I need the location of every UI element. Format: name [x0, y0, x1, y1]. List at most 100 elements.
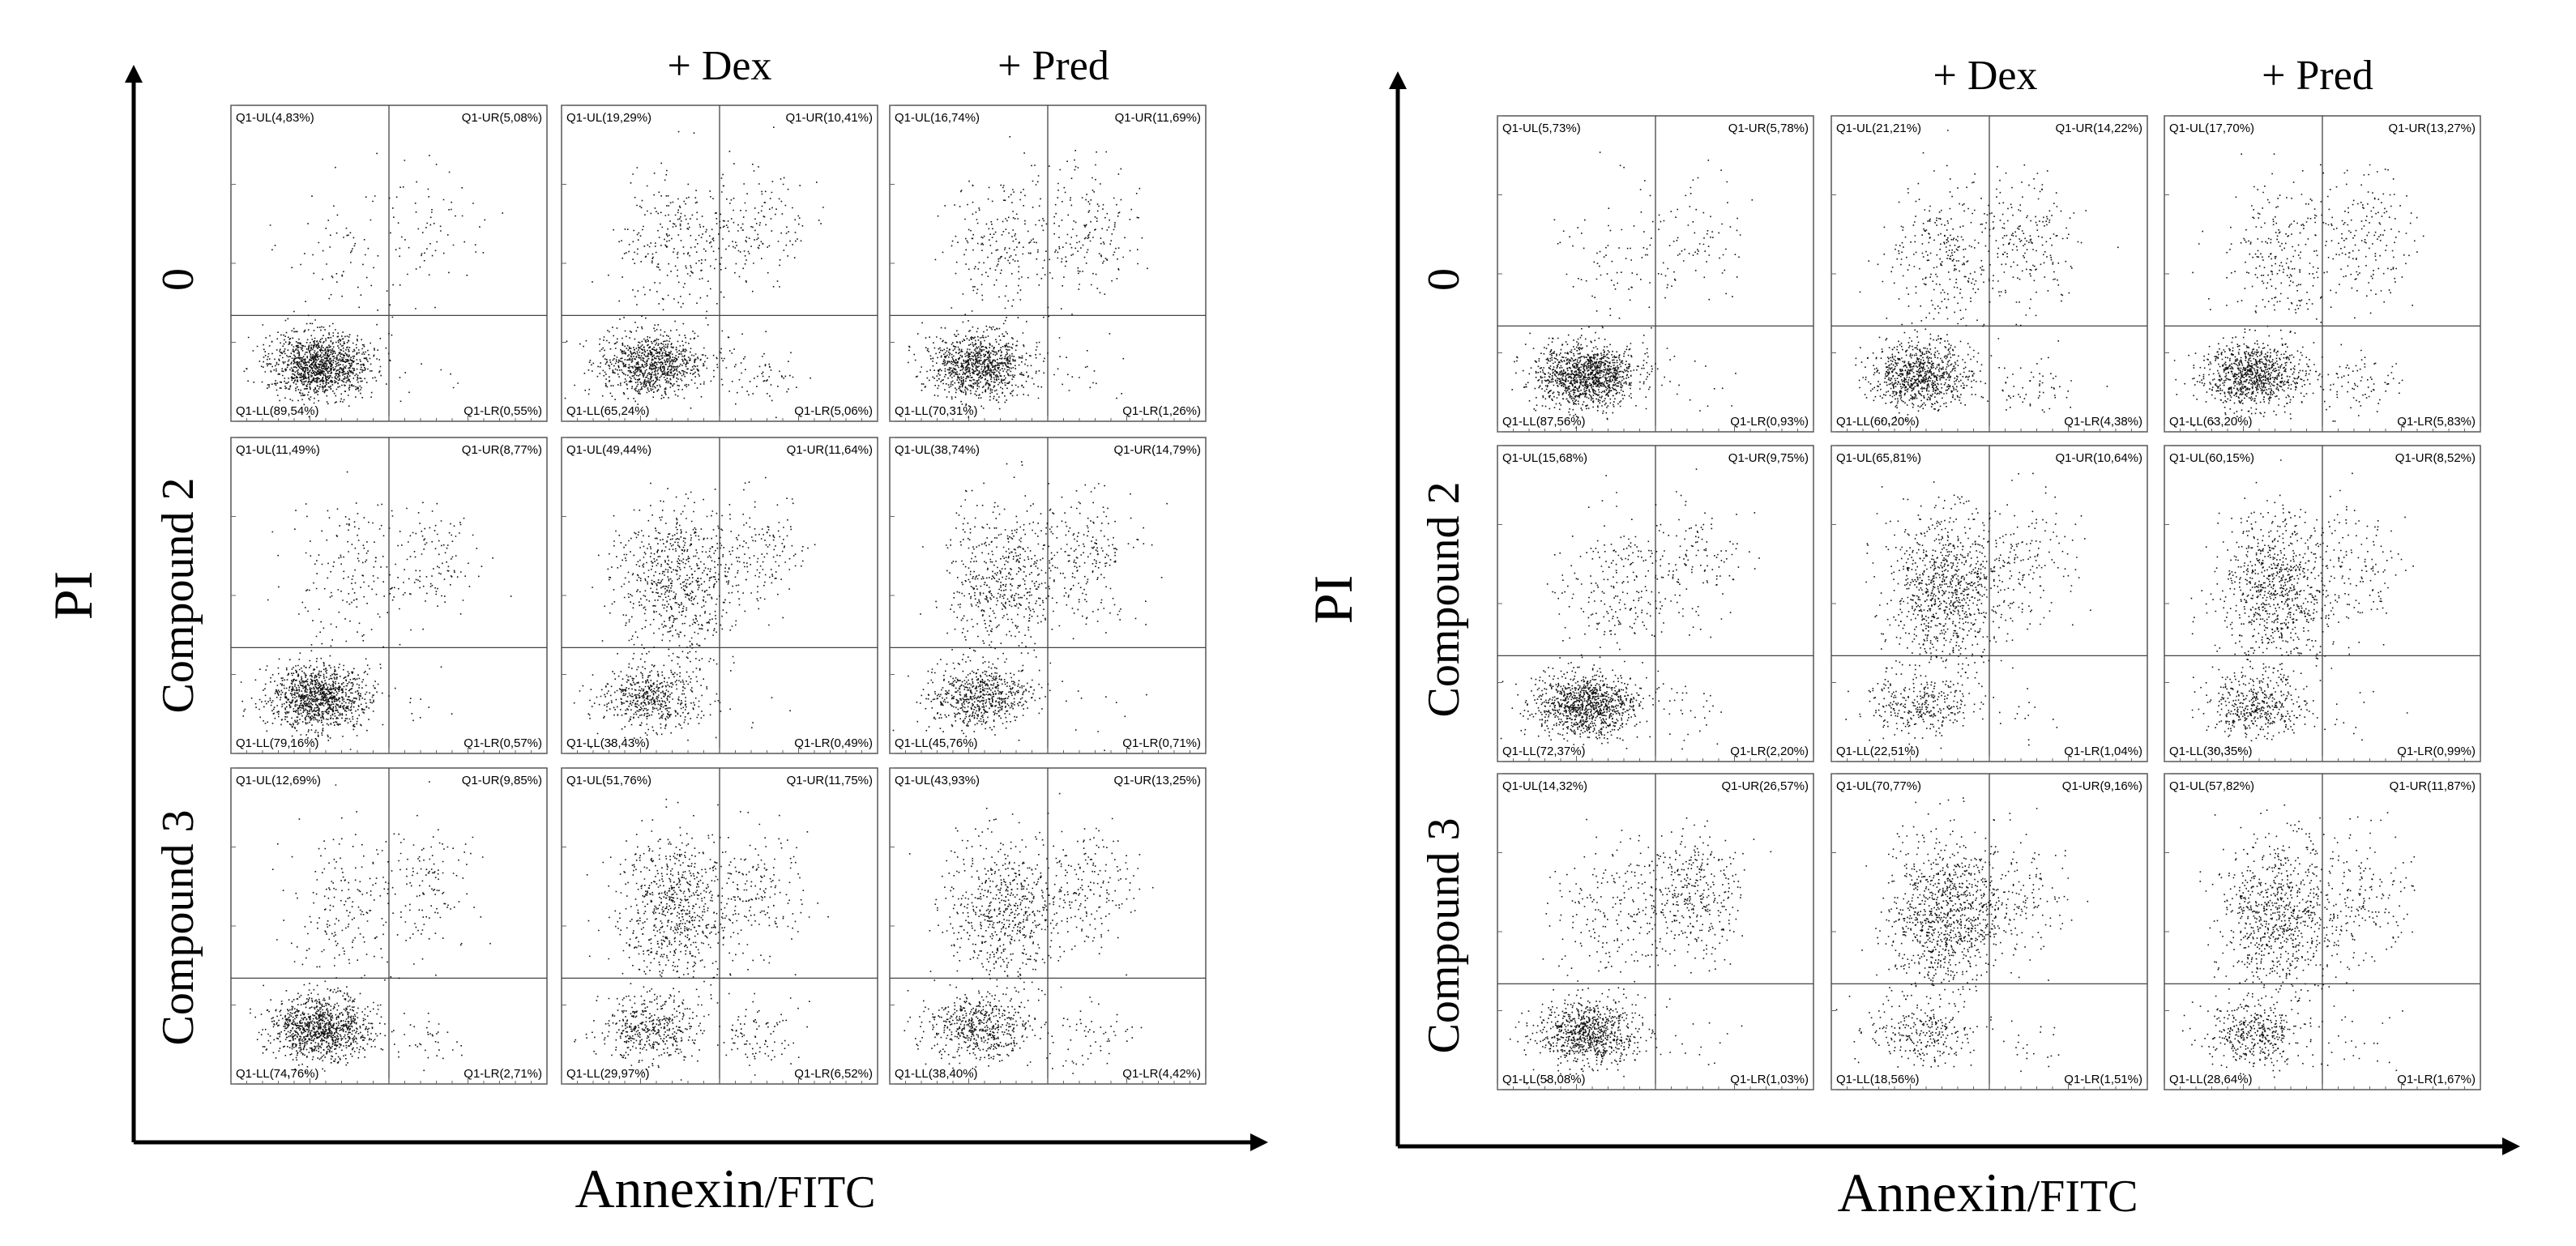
quadrant-label-lr: Q1-LR(1,67%) — [2397, 1073, 2476, 1086]
quadrant-label-lr: Q1-LR(5,06%) — [794, 404, 873, 418]
row-label: Compound 2 — [153, 478, 203, 714]
dot-plot: Q1-UL(70,77%) Q1-UR(9,16%) Q1-LL(18,56%) Q1… — [1831, 773, 2148, 1090]
x-axis-title: Annexin/FITC — [575, 1158, 875, 1219]
quadrant-label-ll: Q1-LL(72,37%) — [1502, 745, 1586, 758]
x-axis-title-main: Annexin — [575, 1158, 764, 1219]
quadrant-label-ur: Q1-UR(14,22%) — [2055, 122, 2142, 135]
scatter-points — [904, 792, 1154, 1074]
quadrant-label-lr: Q1-LR(0,55%) — [464, 404, 542, 418]
dot-plot: Q1-UL(51,76%) Q1-UR(11,75%) Q1-LL(29,97%) Q… — [561, 767, 878, 1085]
column-header: + Pred — [2262, 53, 2373, 99]
row-label: 0 — [153, 268, 203, 291]
quadrant-label-lr: Q1-LR(1,03%) — [1730, 1073, 1809, 1086]
x-axis-arrow-icon — [1250, 1133, 1268, 1151]
quadrant-label-ul: Q1-UL(15,68%) — [1502, 451, 1587, 465]
dot-plot: Q1-UL(43,93%) Q1-UR(13,25%) Q1-LL(38,40%) Q… — [889, 767, 1207, 1085]
quadrant-label-ll: Q1-LL(74,76%) — [236, 1067, 319, 1081]
quadrant-label-lr: Q1-LR(0,49%) — [794, 736, 873, 750]
quadrant-label-ll: Q1-LL(89,54%) — [236, 404, 319, 418]
quadrant-label-ur: Q1-UR(9,16%) — [2062, 779, 2142, 793]
dot-plot: Q1-UL(49,44%) Q1-UR(11,64%) Q1-LL(38,43%) Q… — [561, 437, 878, 754]
quadrant-label-ll: Q1-LL(29,97%) — [566, 1067, 650, 1081]
scatter-points — [908, 136, 1148, 418]
quadrant-label-ul: Q1-UL(70,77%) — [1836, 779, 1921, 793]
y-axis-title: PI — [42, 571, 104, 620]
quadrant-label-ll: Q1-LL(28,64%) — [2169, 1073, 2253, 1086]
dot-plot: Q1-UL(15,68%) Q1-UR(9,75%) Q1-LL(72,37%) Q1… — [1497, 445, 1814, 762]
quadrant-label-ll: Q1-LL(87,56%) — [1502, 415, 1586, 429]
y-axis-arrow-icon — [1389, 71, 1407, 89]
dot-plot: Q1-UL(17,70%) Q1-UR(13,27%) Q1-LL(63,20%) Q… — [2164, 115, 2481, 433]
quadrant-label-ur: Q1-UR(11,75%) — [787, 774, 873, 787]
quadrant-label-lr: Q1-LR(5,83%) — [2397, 415, 2476, 429]
scatter-points — [2173, 153, 2424, 427]
quadrant-label-ul: Q1-UL(5,73%) — [1502, 122, 1581, 135]
quadrant-label-ur: Q1-UR(26,57%) — [1721, 779, 1809, 793]
dot-plot: Q1-UL(4,83%) Q1-UR(5,08%) Q1-LL(89,54%) Q1-… — [230, 105, 548, 422]
quadrant-label-lr: Q1-LR(4,38%) — [2064, 415, 2142, 429]
scatter-points — [564, 126, 824, 419]
quadrant-label-ur: Q1-UR(10,64%) — [2055, 451, 2142, 465]
quadrant-label-lr: Q1-LR(0,93%) — [1730, 415, 1809, 429]
dot-plot: Q1-UL(11,49%) Q1-UR(8,77%) Q1-LL(79,16%) Q1… — [230, 437, 548, 754]
quadrant-label-ll: Q1-LL(70,31%) — [895, 404, 978, 418]
quadrant-label-lr: Q1-LR(0,57%) — [464, 736, 542, 750]
quadrant-label-ll: Q1-LL(63,20%) — [2169, 415, 2253, 429]
quadrant-label-ur: Q1-UR(5,08%) — [462, 111, 542, 125]
quadrant-label-ll: Q1-LL(79,16%) — [236, 736, 319, 750]
quadrant-label-lr: Q1-LR(0,71%) — [1122, 736, 1201, 750]
dot-plot: Q1-UL(5,73%) Q1-UR(5,78%) Q1-LL(87,56%) Q1-… — [1497, 115, 1814, 433]
quadrant-label-lr: Q1-LR(1,51%) — [2064, 1073, 2142, 1086]
quadrant-label-lr: Q1-LR(2,71%) — [464, 1067, 542, 1081]
quadrant-label-ur: Q1-UR(11,87%) — [2390, 779, 2476, 793]
y-axis-title: PI — [1302, 575, 1364, 624]
quadrant-label-ur: Q1-UR(8,77%) — [462, 443, 542, 457]
dot-plot: Q1-UL(57,82%) Q1-UR(11,87%) Q1-LL(28,64%) Q… — [2164, 773, 2481, 1090]
row-label: Compound 3 — [153, 810, 203, 1046]
quadrant-label-ur: Q1-UR(10,41%) — [785, 111, 873, 125]
column-header: + Dex — [1933, 53, 2038, 99]
x-axis-title-main: Annexin — [1837, 1162, 2027, 1223]
quadrant-label-ul: Q1-UL(65,81%) — [1836, 451, 1921, 465]
dot-plot: Q1-UL(21,21%) Q1-UR(14,22%) Q1-LL(60,20%) Q… — [1831, 115, 2148, 433]
quadrant-label-ll: Q1-LL(18,56%) — [1836, 1073, 1920, 1086]
dot-plot: Q1-UL(19,29%) Q1-UR(10,41%) Q1-LL(65,24%) Q… — [561, 105, 878, 422]
x-axis-arrow-icon — [2502, 1137, 2520, 1155]
x-axis-title: Annexin/FITC — [1837, 1162, 2138, 1223]
quadrant-label-ur: Q1-UR(8,52%) — [2395, 451, 2476, 465]
y-axis-arrow-icon — [125, 65, 143, 83]
quadrant-label-ul: Q1-UL(12,69%) — [236, 774, 321, 787]
dot-plot: Q1-UL(14,32%) Q1-UR(26,57%) Q1-LL(58,08%) Q… — [1497, 773, 1814, 1090]
panel-1: PI Annexin/FITC + Dex + Pred 0 Compound 2 Comp… — [42, 43, 1268, 1219]
quadrant-label-ur: Q1-UR(5,78%) — [1728, 122, 1809, 135]
quadrant-label-ul: Q1-UL(49,44%) — [566, 443, 651, 457]
column-header: + Dex — [668, 43, 772, 89]
quadrant-label-lr: Q1-LR(6,52%) — [794, 1067, 873, 1081]
x-axis-title-unit: /FITC — [765, 1167, 876, 1218]
scatter-points — [1511, 151, 1754, 429]
quadrant-label-ul: Q1-UL(21,21%) — [1836, 122, 1921, 135]
quadrant-label-ll: Q1-LL(58,08%) — [1502, 1073, 1586, 1086]
quadrant-label-ul: Q1-UL(38,74%) — [895, 443, 980, 457]
quadrant-label-ll: Q1-LL(38,43%) — [566, 736, 650, 750]
row-label: 0 — [1419, 268, 1469, 291]
quadrant-label-ul: Q1-UL(11,49%) — [236, 443, 320, 457]
quadrant-label-ur: Q1-UR(13,25%) — [1113, 774, 1201, 787]
quadrant-label-ul: Q1-UL(14,32%) — [1502, 779, 1587, 793]
dot-plot: Q1-UL(16,74%) Q1-UR(11,69%) Q1-LL(70,31%) Q… — [889, 105, 1207, 422]
quadrant-label-ur: Q1-UR(9,75%) — [1728, 451, 1809, 465]
quadrant-label-ul: Q1-UL(57,82%) — [2169, 779, 2254, 793]
quadrant-label-ur: Q1-UR(11,69%) — [1115, 111, 1201, 125]
quadrant-label-ll: Q1-LL(65,24%) — [566, 404, 650, 418]
quadrant-label-lr: Q1-LR(4,42%) — [1122, 1067, 1201, 1081]
dot-plot: Q1-UL(65,81%) Q1-UR(10,64%) Q1-LL(22,51%) Q… — [1831, 445, 2148, 762]
quadrant-label-lr: Q1-LR(2,20%) — [1730, 745, 1809, 758]
quadrant-label-ur: Q1-UR(11,64%) — [787, 443, 873, 457]
quadrant-label-ul: Q1-UL(43,93%) — [895, 774, 980, 787]
dot-plot: Q1-UL(38,74%) Q1-UR(14,79%) Q1-LL(45,76%) Q… — [889, 437, 1207, 754]
scatter-points — [1500, 468, 1760, 750]
quadrant-label-ul: Q1-UL(17,70%) — [2169, 122, 2254, 135]
quadrant-label-lr: Q1-LR(1,04%) — [2064, 745, 2142, 758]
quadrant-label-lr: Q1-LR(1,26%) — [1122, 404, 1201, 418]
